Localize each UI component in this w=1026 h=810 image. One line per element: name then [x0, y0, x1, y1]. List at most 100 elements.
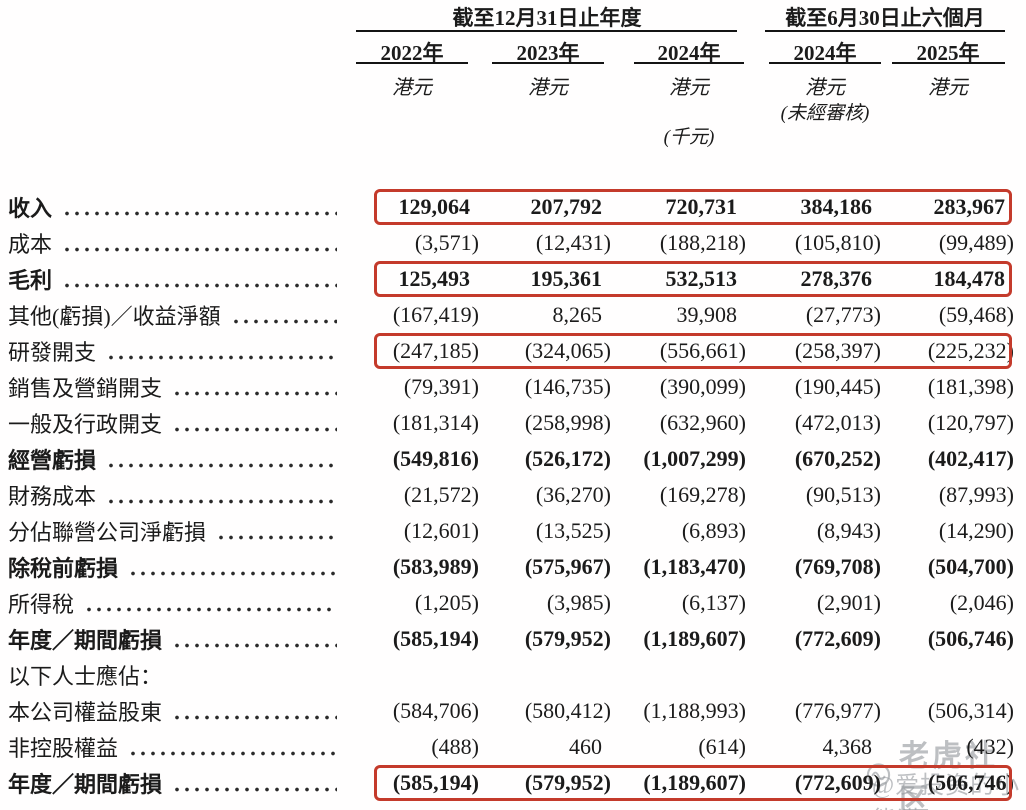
dot-leader [230, 318, 337, 325]
row-label-text: 本公司權益股東 [8, 700, 163, 725]
table-row: 成本 (3,571) (12,431) (188,218) (105,810) (99,4… [0, 225, 1026, 261]
dot-leader [172, 390, 337, 397]
value-cell: (772,609) [794, 626, 881, 651]
row-label-text: 毛利 [8, 268, 53, 293]
row-label: 研發開支 [0, 335, 383, 367]
value-cell: (432) [966, 734, 1014, 759]
row-label-text: 所得稅 [8, 592, 75, 617]
value-cell: 195,361 [530, 266, 603, 291]
dot-leader [128, 750, 337, 757]
row-label-text: 除稅前虧損 [8, 556, 119, 581]
value-cell: (556,661) [659, 338, 746, 363]
row-label-text: 分佔聯營公司淨虧損 [8, 520, 207, 545]
column-underline [634, 62, 744, 64]
value-cell: 39,908 [676, 302, 738, 327]
row-label: 分佔聯營公司淨虧損 [0, 515, 383, 547]
row-label-text: 研發開支 [8, 340, 97, 365]
value-cell: (632,960) [659, 410, 746, 435]
value-cell: (506,314) [927, 698, 1014, 723]
value-cell: 283,967 [933, 194, 1006, 219]
dot-leader [84, 606, 337, 613]
table-row: 其他(虧損)／收益淨額 (167,419) 8,265 39,908 (27,773) (… [0, 297, 1026, 333]
highlight-box [374, 765, 1012, 801]
column-underline [356, 62, 468, 64]
table-body: 收入 129,064 207,792 720,731 384,186 283,967 成本 (… [0, 189, 1026, 801]
row-label-text: 收入 [8, 196, 53, 221]
dot-leader [216, 534, 337, 541]
value-cell: (583,989) [392, 554, 479, 579]
value-cell: (580,412) [524, 698, 611, 723]
value-cell: 720,731 [665, 194, 738, 219]
value-cell: (87,993) [938, 482, 1014, 507]
row-label-text: 非控股權益 [8, 736, 119, 761]
value-cell: (8,943) [816, 518, 881, 543]
value-cell: (670,252) [794, 446, 881, 471]
dot-leader [128, 570, 337, 577]
table-row: 經營虧損 (549,816) (526,172) (1,007,299) (670,25… [0, 441, 1026, 477]
currency-unit: 港元 [528, 77, 568, 99]
currency-unit: 港元 [805, 77, 845, 99]
row-label-text: 年度／期間虧損 [8, 772, 163, 797]
value-cell: (1,205) [414, 590, 479, 615]
value-cell: 460 [569, 734, 602, 759]
value-cell: (188,218) [659, 230, 746, 255]
value-cell: (772,609) [794, 770, 881, 795]
value-cell: (6,137) [681, 590, 746, 615]
value-cell: (258,998) [524, 410, 611, 435]
value-cell: (579,952) [524, 770, 611, 795]
value-cell: (402,417) [927, 446, 1014, 471]
table-row: 以下人士應佔： [0, 657, 1026, 693]
dot-leader [62, 282, 337, 289]
row-label: 以下人士應佔： [0, 659, 383, 691]
row-label: 非控股權益 [0, 731, 383, 763]
dot-leader [172, 426, 337, 433]
dot-leader [172, 786, 337, 793]
table-row: 非控股權益 (488) 460 (614) 4,368 (432) [0, 729, 1026, 765]
currency-unit: 港元 [669, 77, 709, 99]
column-year-2024h1: 2024年 [793, 41, 857, 65]
value-cell: (1,189,607) [643, 770, 746, 795]
row-label: 財務成本 [0, 479, 383, 511]
table-row: 除稅前虧損 (583,989) (575,967) (1,183,470) (769,7… [0, 549, 1026, 585]
value-cell: (27,773) [805, 302, 881, 327]
column-year-2024: 2024年 [657, 41, 721, 65]
value-cell: (1,189,607) [643, 626, 746, 651]
row-label: 一般及行政開支 [0, 407, 383, 439]
value-cell: (13,525) [535, 518, 611, 543]
value-cell: (472,013) [794, 410, 881, 435]
value-cell: (99,489) [938, 230, 1014, 255]
value-cell: (488) [431, 734, 479, 759]
table-row: 財務成本 (21,572) (36,270) (169,278) (90,513) (87… [0, 477, 1026, 513]
value-cell: (526,172) [524, 446, 611, 471]
column-underline [892, 62, 1005, 64]
highlight-box [374, 261, 1012, 297]
table-row: 毛利 125,493 195,361 532,513 278,376 184,478 [0, 261, 1026, 297]
value-cell: (1,183,470) [643, 554, 746, 579]
table-row: 研發開支 (247,185) (324,065) (556,661) (258,397)… [0, 333, 1026, 369]
value-cell: (90,513) [805, 482, 881, 507]
row-label: 除稅前虧損 [0, 551, 383, 583]
value-cell: (36,270) [535, 482, 611, 507]
dot-leader [62, 210, 337, 217]
thousands-note: (千元) [663, 127, 715, 148]
unaudited-note: (未經審核) [780, 103, 870, 124]
value-cell: (79,391) [403, 374, 479, 399]
value-cell: (506,746) [927, 626, 1014, 651]
value-cell: 125,493 [398, 266, 471, 291]
row-label: 經營虧損 [0, 443, 383, 475]
dot-leader [106, 462, 337, 469]
value-cell: 207,792 [530, 194, 603, 219]
value-cell: (181,398) [927, 374, 1014, 399]
value-cell: (247,185) [392, 338, 479, 363]
dot-leader [172, 642, 337, 649]
highlight-box [374, 189, 1012, 225]
table-row: 一般及行政開支 (181,314) (258,998) (632,960) (472,0… [0, 405, 1026, 441]
table-row: 本公司權益股東 (584,706) (580,412) (1,188,993) (776… [0, 693, 1026, 729]
currency-unit: 港元 [928, 77, 968, 99]
row-label: 所得稅 [0, 587, 383, 619]
column-underline [492, 62, 604, 64]
value-cell: 129,064 [398, 194, 471, 219]
value-cell: (506,746) [927, 770, 1014, 795]
row-label: 其他(虧損)／收益淨額 [0, 299, 383, 331]
value-cell: (585,194) [392, 770, 479, 795]
